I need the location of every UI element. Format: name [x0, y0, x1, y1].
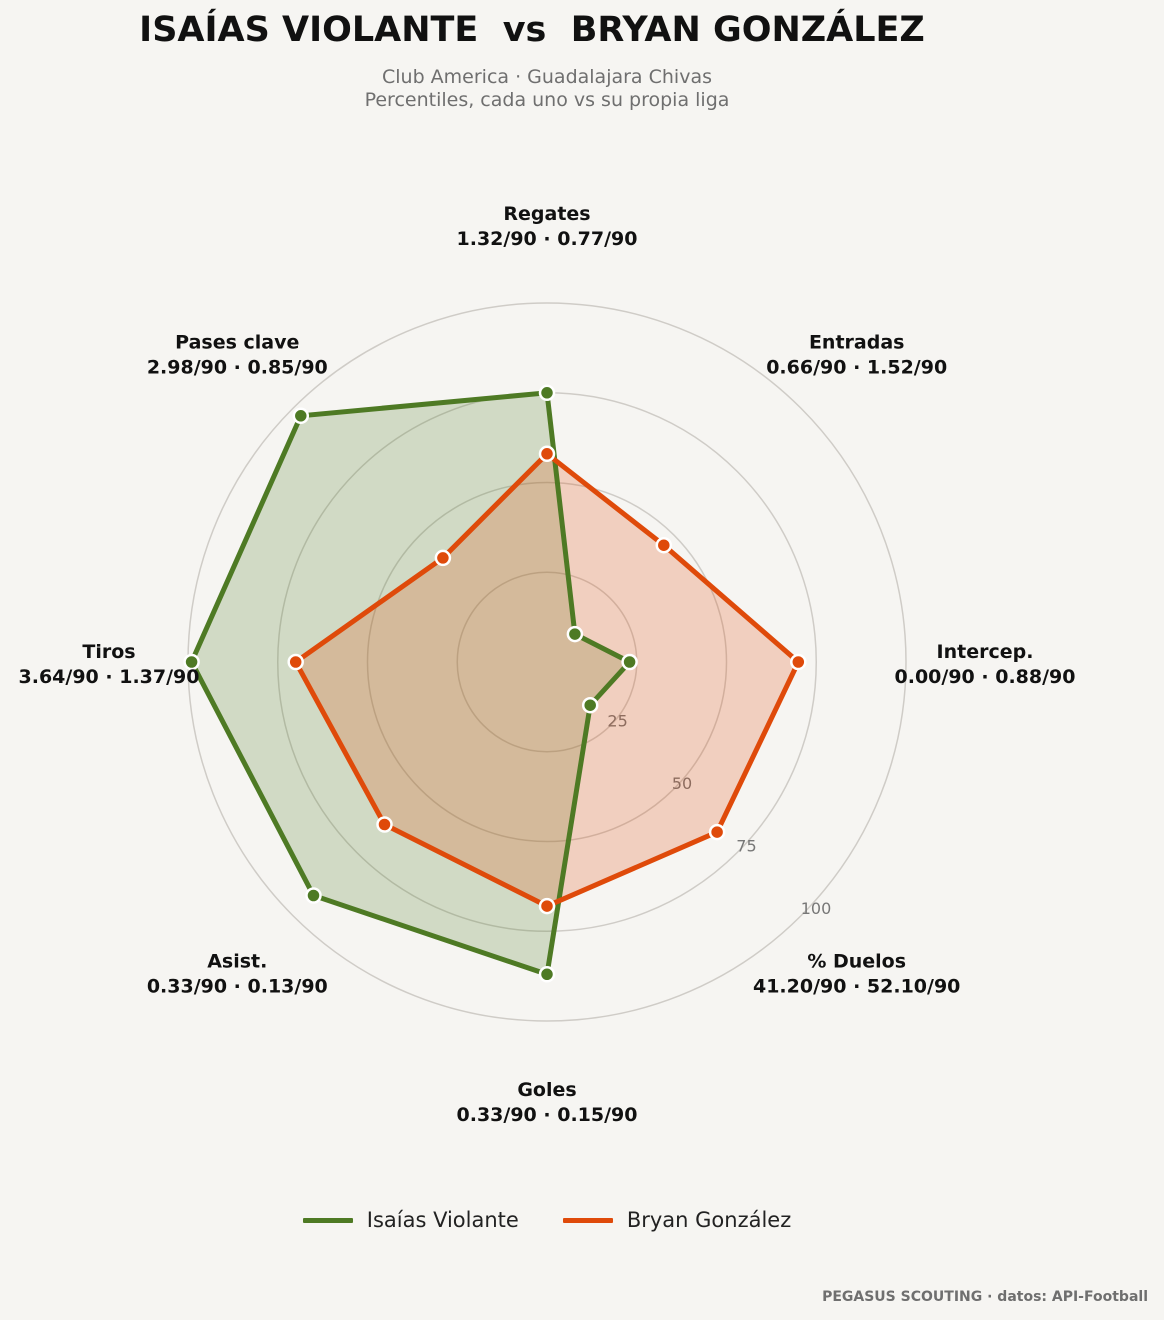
series-point-0-0: [538, 384, 556, 402]
series-point-1-2: [790, 653, 807, 671]
category-label-1: Entradas 0.66/90 · 1.52/90: [766, 331, 947, 378]
category-values-3: 41.20/90 · 52.10/90: [753, 976, 960, 998]
r-tick-label-100: 100: [801, 899, 832, 918]
subtitle-clubs: Club America · Guadalajara Chivas: [381, 66, 712, 88]
category-values-7: 2.98/90 · 0.85/90: [147, 356, 328, 378]
category-label-6: Tiros 3.64/90 · 1.37/90: [19, 641, 200, 688]
category-label-7: Pases clave 2.98/90 · 0.85/90: [147, 331, 328, 378]
category-name-3: % Duelos: [807, 951, 906, 973]
r-tick-label-25: 25: [607, 711, 627, 730]
category-name-0: Regates: [503, 203, 590, 225]
legend-swatch-violante: [302, 1217, 353, 1223]
category-label-3: % Duelos 41.20/90 · 52.10/90: [753, 951, 960, 998]
chart-title: ISAÍAS VIOLANTE vs BRYAN GONZÁLEZ: [139, 10, 925, 50]
category-values-2: 0.00/90 · 0.88/90: [895, 666, 1076, 688]
subtitle-description: Percentiles, cada uno vs su propia liga: [364, 89, 730, 111]
category-label-2: Intercep. 0.00/90 · 0.88/90: [895, 641, 1076, 688]
series-point-1-1: [655, 536, 673, 554]
r-tick-label-50: 50: [672, 774, 692, 793]
grid-circle-50: [366, 481, 728, 843]
category-name-2: Intercep.: [937, 641, 1034, 663]
legend-swatch-gonzalez: [562, 1217, 613, 1223]
category-label-0: Regates 1.32/90 · 0.77/90: [457, 203, 638, 250]
series-point-0-2: [621, 653, 638, 671]
series-area-1: [295, 453, 799, 907]
category-values-0: 1.32/90 · 0.77/90: [457, 228, 638, 250]
series-point-1-5: [376, 816, 393, 833]
category-name-4: Goles: [517, 1079, 576, 1101]
category-values-6: 3.64/90 · 1.37/90: [19, 666, 200, 688]
series-point-0-5: [305, 887, 322, 904]
category-values-4: 0.33/90 · 0.15/90: [457, 1104, 638, 1126]
radar-series: [183, 384, 807, 983]
series-point-1-0: [538, 445, 556, 463]
category-label-4: Goles 0.33/90 · 0.15/90: [457, 1079, 638, 1126]
category-values-1: 0.66/90 · 1.52/90: [766, 356, 947, 378]
category-name-7: Pases clave: [175, 331, 299, 353]
series-point-0-1: [566, 625, 584, 643]
radar-labels: Regates 1.32/90 · 0.77/90 Entradas 0.66/90 …: [19, 203, 1076, 1126]
series-point-0-4: [538, 966, 556, 983]
legend: Isaías Violante Bryan González: [0, 1208, 1094, 1232]
series-area-0: [191, 392, 630, 975]
footer-credit: PEGASUS SCOUTING · datos: API-Football: [822, 1289, 1148, 1305]
legend-label-violante: Isaías Violante: [366, 1208, 519, 1232]
legend-item-gonzalez: Bryan González: [562, 1208, 792, 1232]
category-values-5: 0.33/90 · 0.13/90: [147, 976, 328, 998]
category-name-6: Tiros: [82, 641, 135, 663]
r-tick-label-75: 75: [736, 836, 756, 855]
series-point-0-3: [581, 696, 599, 714]
category-name-1: Entradas: [809, 331, 905, 353]
series-point-1-6: [287, 653, 304, 671]
category-name-5: Asist.: [207, 951, 267, 973]
series-point-1-7: [434, 549, 452, 567]
series-point-1-3: [708, 823, 726, 841]
series-point-0-7: [292, 407, 310, 425]
legend-label-gonzalez: Bryan González: [626, 1208, 792, 1232]
series-point-0-6: [183, 653, 200, 671]
chart-subtitle: Club America · Guadalajara Chivas Percen…: [0, 66, 1094, 112]
series-point-1-4: [538, 897, 556, 915]
legend-item-violante: Isaías Violante: [302, 1208, 519, 1232]
category-label-5: Asist. 0.33/90 · 0.13/90: [147, 951, 328, 998]
